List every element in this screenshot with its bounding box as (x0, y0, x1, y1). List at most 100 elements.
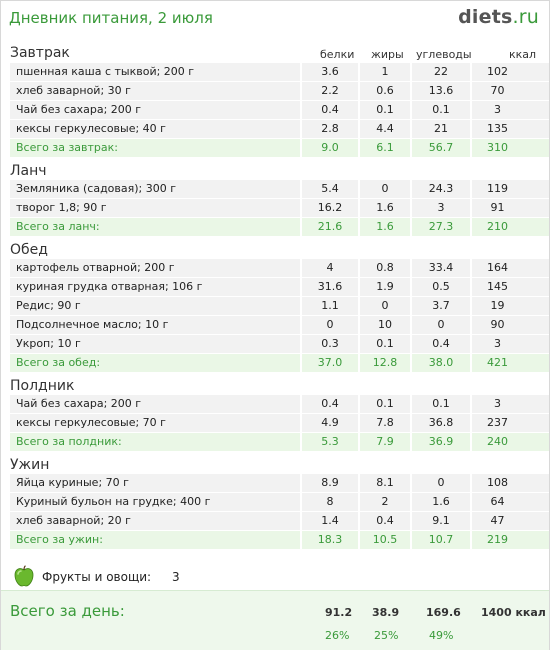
kcal-value: 19 (490, 299, 505, 312)
section-total-row: Всего за обед: 37.0 12.8 38.0 421 (1, 354, 549, 373)
logo-tld: .ru (512, 6, 539, 28)
fat-value: 0.8 (376, 261, 394, 274)
food-row[interactable]: хлеб заварной; 30 г 2.2 0.6 13.6 70 (1, 82, 549, 101)
day-total-carbs: 169.6 (426, 606, 461, 619)
food-row[interactable]: Редис; 90 г 1.1 0 3.7 19 (1, 297, 549, 316)
total-label: Всего за завтрак: (16, 141, 119, 154)
fruits-vegetables: Фрукты и овощи: 3 (1, 564, 549, 590)
carbs-value: 22 (434, 65, 448, 78)
carbs-value: 24.3 (428, 182, 454, 195)
food-name: Куриный бульон на грудке; 400 г (16, 495, 211, 508)
food-row[interactable]: Чай без сахара; 200 г 0.4 0.1 0.1 3 (1, 395, 549, 414)
food-row[interactable]: Яйца куриные; 70 г 8.9 8.1 0 108 (1, 474, 549, 493)
carbs-value: 0.1 (432, 397, 450, 410)
kcal-value: 135 (487, 122, 508, 135)
column-carbs: углеводы (416, 48, 472, 61)
site-logo[interactable]: diets.ru (458, 6, 539, 28)
carbs-value: 0 (437, 476, 445, 489)
column-header: Завтрак белки жиры углеводы ккал (1, 43, 549, 63)
food-row[interactable]: Подсолнечное масло; 10 г 0 10 0 90 (1, 316, 549, 335)
kcal-value: 119 (487, 182, 508, 195)
fat-value: 0.1 (376, 397, 394, 410)
section-total-row: Всего за ужин: 18.3 10.5 10.7 219 (1, 531, 549, 550)
carbs-value: 36.9 (428, 435, 454, 448)
day-protein-percent: 26% (325, 629, 350, 642)
fat-value: 0 (381, 182, 389, 195)
meal-section: Ужин Яйца куриные; 70 г 8.9 8.1 0 108 Куриный … (1, 454, 549, 550)
kcal-value: 108 (487, 476, 508, 489)
kcal-value: 219 (487, 533, 508, 546)
protein-value: 5.4 (321, 182, 339, 195)
food-row[interactable]: пшенная каша с тыквой; 200 г 3.6 1 22 102 (1, 63, 549, 82)
food-name: куриная грудка отварная; 106 г (16, 280, 203, 293)
meal-section: Полдник Чай без сахара; 200 г 0.4 0.1 0.1 3 ке… (1, 375, 549, 452)
carbs-value: 13.6 (428, 84, 454, 97)
food-row[interactable]: творог 1,8; 90 г 16.2 1.6 3 91 (1, 199, 549, 218)
meal-section: Обед картофель отварной; 200 г 4 0.8 33.4 164… (1, 239, 549, 373)
kcal-value: 164 (487, 261, 508, 274)
fruits-count: 3 (172, 570, 180, 584)
day-total-kcal: 1400 ккал (481, 606, 546, 619)
carbs-value: 36.8 (428, 416, 454, 429)
protein-value: 1.1 (321, 299, 339, 312)
carbs-value: 38.0 (428, 356, 454, 369)
food-row[interactable]: Куриный бульон на грудке; 400 г 8 2 1.6 64 (1, 493, 549, 512)
food-name: кексы геркулесовые; 70 г (16, 416, 166, 429)
fat-value: 10.5 (372, 533, 398, 546)
food-name: Подсолнечное масло; 10 г (16, 318, 169, 331)
kcal-value: 310 (487, 141, 508, 154)
total-label: Всего за ланч: (16, 220, 100, 233)
carbs-value: 0.5 (432, 280, 450, 293)
food-row[interactable]: картофель отварной; 200 г 4 0.8 33.4 164 (1, 259, 549, 278)
day-total-fat: 38.9 (372, 606, 400, 619)
protein-value: 0.4 (321, 397, 339, 410)
protein-value: 8.9 (321, 476, 339, 489)
fat-value: 0.1 (376, 103, 394, 116)
protein-value: 4 (326, 261, 334, 274)
fat-value: 4.4 (376, 122, 394, 135)
fat-value: 0 (381, 299, 389, 312)
protein-value: 0.3 (321, 337, 339, 350)
kcal-value: 91 (490, 201, 505, 214)
fat-value: 1.9 (376, 280, 394, 293)
food-row[interactable]: Укроп; 10 г 0.3 0.1 0.4 3 (1, 335, 549, 354)
food-name: Чай без сахара; 200 г (16, 397, 142, 410)
fat-value: 1.6 (376, 201, 394, 214)
meal-section: Завтрак белки жиры углеводы ккал пшенная каша… (1, 43, 549, 158)
protein-value: 2.2 (321, 84, 339, 97)
carbs-value: 3.7 (432, 299, 450, 312)
header: Дневник питания, 2 июля diets.ru (1, 1, 549, 33)
total-label: Всего за обед: (16, 356, 101, 369)
food-name: пшенная каша с тыквой; 200 г (16, 65, 195, 78)
food-row[interactable]: кексы геркулесовые; 70 г 4.9 7.8 36.8 237 (1, 414, 549, 433)
protein-value: 16.2 (317, 201, 343, 214)
food-row[interactable]: Чай без сахара; 200 г 0.4 0.1 0.1 3 (1, 101, 549, 120)
carbs-value: 33.4 (428, 261, 454, 274)
carbs-value: 9.1 (432, 514, 450, 527)
protein-value: 37.0 (317, 356, 343, 369)
kcal-value: 90 (490, 318, 505, 331)
protein-value: 2.8 (321, 122, 339, 135)
kcal-value: 70 (490, 84, 505, 97)
food-name: кексы геркулесовые; 40 г (16, 122, 166, 135)
column-protein: белки (320, 48, 355, 61)
food-name: творог 1,8; 90 г (16, 201, 107, 214)
kcal-value: 145 (487, 280, 508, 293)
fat-value: 7.8 (376, 416, 394, 429)
kcal-value: 210 (487, 220, 508, 233)
section-title: Завтрак (10, 45, 70, 61)
protein-value: 3.6 (321, 65, 339, 78)
food-name: хлеб заварной; 20 г (16, 514, 131, 527)
fat-value: 1.6 (376, 220, 394, 233)
food-row[interactable]: Земляника (садовая); 300 г 5.4 0 24.3 119 (1, 180, 549, 199)
food-name: Укроп; 10 г (16, 337, 81, 350)
column-fat: жиры (371, 48, 404, 61)
food-name: Чай без сахара; 200 г (16, 103, 142, 116)
food-name: Земляника (садовая); 300 г (16, 182, 177, 195)
carbs-value: 1.6 (432, 495, 450, 508)
food-row[interactable]: куриная грудка отварная; 106 г 31.6 1.9 0.5… (1, 278, 549, 297)
kcal-value: 237 (487, 416, 508, 429)
food-row[interactable]: хлеб заварной; 20 г 1.4 0.4 9.1 47 (1, 512, 549, 531)
protein-value: 4.9 (321, 416, 339, 429)
food-row[interactable]: кексы геркулесовые; 40 г 2.8 4.4 21 135 (1, 120, 549, 139)
